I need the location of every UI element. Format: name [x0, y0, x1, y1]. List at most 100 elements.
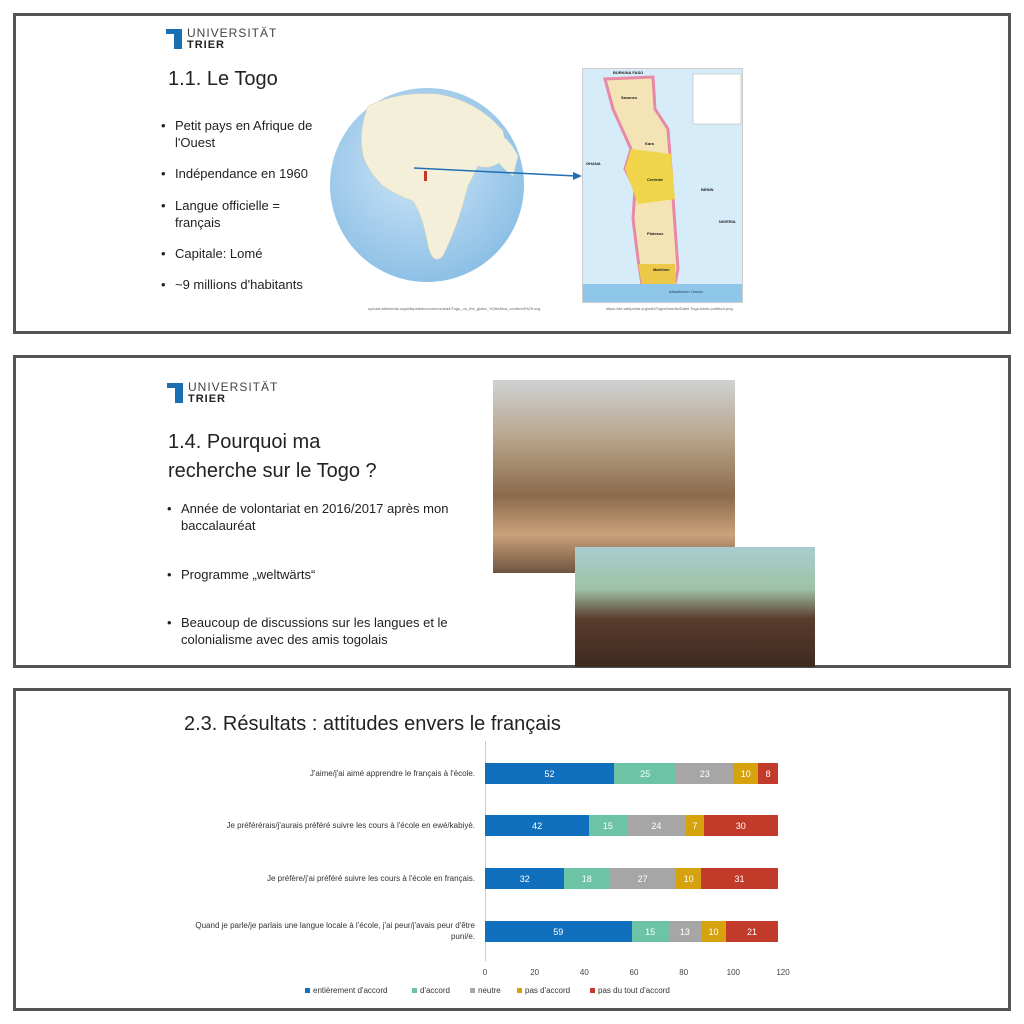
data-label: 15 — [645, 926, 656, 937]
x-tick-label: 60 — [629, 968, 639, 977]
map-label: Kara — [645, 141, 654, 146]
map-label: Plateaux — [647, 231, 664, 236]
bullet: Indépendance en 1960 — [161, 165, 331, 182]
data-label: 10 — [708, 926, 719, 937]
university-logo: UNIVERSITÄT TRIER — [167, 381, 278, 405]
bar-segment: 15 — [631, 921, 669, 942]
globe-image — [330, 88, 524, 282]
legend-swatch — [590, 988, 595, 993]
children-group-photo — [575, 547, 815, 667]
logo-mark-icon — [167, 383, 183, 403]
category-label: Je préfère/j'ai préféré suivre les cours… — [266, 874, 475, 883]
legend-swatch — [470, 988, 475, 993]
bullet: Année de volontariat en 2016/2017 après … — [167, 500, 467, 534]
data-label: 59 — [553, 926, 564, 937]
bar-segment: 25 — [614, 763, 677, 784]
data-label: 30 — [735, 820, 746, 831]
arrow-icon — [413, 167, 582, 180]
logo-mark-icon — [166, 29, 182, 49]
data-label: 23 — [699, 768, 710, 779]
map-label: BURKINA FASO — [613, 70, 644, 75]
x-tick-label: 80 — [679, 968, 689, 977]
slide-title: 1.1. Le Togo — [168, 68, 278, 90]
data-label: 31 — [734, 873, 745, 884]
data-label: 7 — [692, 820, 698, 831]
bar-segment: 23 — [676, 763, 734, 784]
bar-segment: 15 — [589, 815, 627, 836]
legend-item: d'accord — [412, 986, 450, 995]
bar-segment: 59 — [485, 921, 632, 942]
x-tick-label: 0 — [482, 968, 488, 977]
map-caption: https://de.wikipedia.org/wiki/Togo#/medi… — [606, 306, 733, 311]
slide-resultats: 2.3. Résultats : attitudes envers le fra… — [13, 688, 1011, 1011]
map-label: Atlantischer Ozean — [669, 289, 703, 294]
map-label: BENIN — [701, 187, 714, 192]
bar-segment: 10 — [701, 921, 726, 942]
map-label: NIGERIA — [719, 219, 736, 224]
logo-text: UNIVERSITÄT — [187, 26, 278, 40]
data-label: 25 — [640, 768, 651, 779]
legend-label: pas d'accord — [525, 986, 571, 995]
data-label: 24 — [651, 820, 662, 831]
stacked-bar-chart: J'aime/j'ai aimé apprendre le français à… — [16, 691, 1014, 1014]
legend-item: pas du tout d'accord — [590, 986, 670, 995]
category-label: J'aime/j'ai aimé apprendre le français à… — [309, 769, 475, 778]
bullet: Programme „weltwärts“ — [167, 566, 467, 583]
data-label: 18 — [581, 873, 592, 884]
data-label: 13 — [679, 926, 690, 937]
legend-swatch — [517, 988, 522, 993]
slide-title: 2.3. Résultats : attitudes envers le fra… — [184, 713, 561, 735]
map-label: GHANA — [586, 161, 601, 166]
bar-segment: 42 — [485, 815, 590, 836]
market-photo — [493, 380, 735, 573]
x-tick-label: 120 — [776, 968, 790, 977]
map-label: Centrale — [647, 177, 664, 182]
map-label: Savanes — [621, 95, 638, 100]
bar-segment: 21 — [725, 921, 779, 942]
data-label: 42 — [532, 820, 543, 831]
x-tick-label: 100 — [726, 968, 741, 977]
bar-segment: 52 — [485, 763, 615, 784]
legend-swatch — [305, 988, 310, 993]
logo-text: TRIER — [187, 39, 225, 51]
x-tick-label: 20 — [530, 968, 540, 977]
bullet: Capitale: Lomé — [161, 245, 331, 262]
bar-segment: 10 — [733, 763, 759, 784]
bar-segment: 30 — [703, 815, 779, 836]
legend-swatch — [412, 988, 417, 993]
bullet: Langue officielle = français — [161, 197, 301, 231]
slide-pourquoi-togo: UNIVERSITÄT TRIER 1.4. Pourquoi ma recher… — [13, 355, 1011, 668]
bullet: Beaucoup de discussions sur les langues … — [167, 614, 467, 648]
bullet: ~9 millions d'habitants — [161, 276, 331, 293]
x-tick-label: 40 — [579, 968, 589, 977]
legend-item: neutre — [470, 986, 501, 995]
bar-segment: 24 — [626, 815, 687, 836]
globe-caption: upload.wikimedia.org/wikipedia/commons/a… — [368, 306, 541, 311]
bullet: Petit pays en Afrique de l'Ouest — [161, 117, 331, 151]
bar-segment: 7 — [686, 815, 704, 836]
bar-segment: 13 — [668, 921, 702, 942]
data-label: 27 — [637, 873, 648, 884]
university-logo: UNIVERSITÄT TRIER — [166, 27, 277, 51]
slide-title: recherche sur le Togo ? — [168, 460, 377, 482]
data-label: 21 — [746, 926, 757, 937]
bar-segment: 18 — [564, 868, 610, 889]
data-label: 52 — [544, 768, 555, 779]
logo-text: UNIVERSITÄT — [188, 380, 279, 394]
data-label: 10 — [683, 873, 694, 884]
legend-label: d'accord — [420, 986, 450, 995]
bar-segment: 32 — [485, 868, 565, 889]
togo-map-image: BURKINA FASO GHANA BENIN NIGERIA Atlanti… — [582, 68, 743, 303]
bar-segment: 31 — [701, 868, 779, 889]
legend-label: entièrement d'accord — [313, 986, 388, 995]
category-label: Je préférérais/j'aurais préféré suivre l… — [226, 821, 475, 830]
map-label: Maritime — [653, 267, 670, 272]
legend-label: pas du tout d'accord — [598, 986, 670, 995]
category-label: Quand je parle/je parlais une langue loc… — [195, 921, 475, 941]
logo-text: TRIER — [188, 393, 226, 405]
legend-item: entièrement d'accord — [305, 986, 387, 995]
legend-item: pas d'accord — [517, 986, 570, 995]
bar-segment: 10 — [676, 868, 702, 889]
bar-segment: 8 — [758, 763, 779, 784]
